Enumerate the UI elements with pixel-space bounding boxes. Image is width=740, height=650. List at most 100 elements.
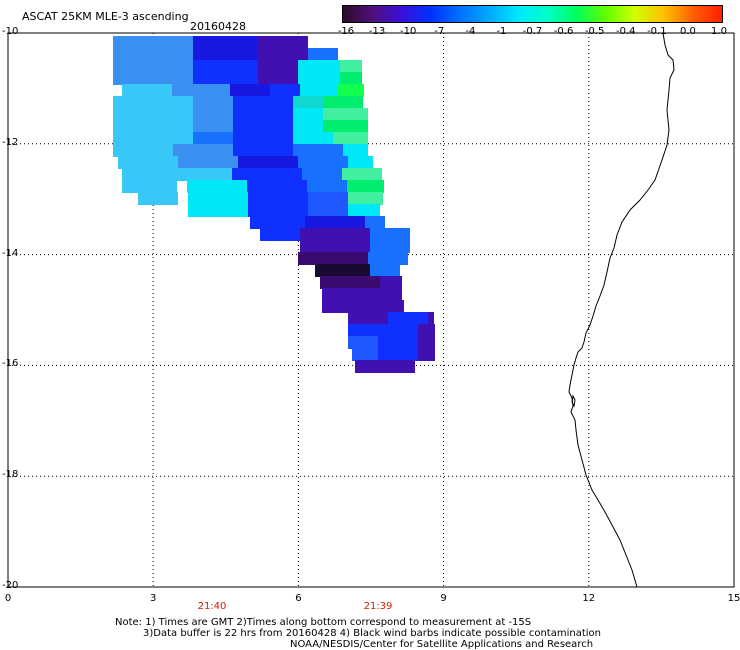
y-tick-label: -18 bbox=[2, 469, 19, 481]
wind-cell bbox=[193, 96, 233, 109]
wind-cell bbox=[250, 216, 305, 229]
wind-cell bbox=[172, 84, 230, 97]
wind-cell bbox=[193, 120, 233, 133]
wind-cell bbox=[302, 168, 342, 181]
wind-cell bbox=[138, 192, 178, 205]
wind-cell bbox=[370, 228, 410, 241]
wind-cell bbox=[293, 144, 343, 157]
wind-cell bbox=[300, 84, 338, 97]
wind-cell bbox=[378, 336, 418, 349]
wind-cell bbox=[348, 312, 388, 325]
wind-cell bbox=[113, 96, 193, 109]
wind-cell bbox=[193, 132, 233, 145]
wind-cell bbox=[307, 180, 347, 193]
colorbar-tick-label: -0.4 bbox=[615, 26, 636, 37]
wind-cell bbox=[113, 36, 193, 49]
wind-cell bbox=[298, 252, 368, 265]
wind-cell bbox=[258, 60, 298, 73]
wind-cell bbox=[113, 144, 173, 157]
wind-cell bbox=[308, 192, 348, 205]
wind-cell bbox=[298, 72, 340, 85]
wind-cell bbox=[293, 108, 323, 121]
wind-cell bbox=[370, 264, 400, 277]
wind-cell bbox=[248, 192, 308, 205]
wind-cell bbox=[233, 96, 293, 109]
wind-swath bbox=[113, 36, 435, 373]
wind-cell bbox=[233, 108, 293, 121]
wind-cell bbox=[368, 252, 408, 265]
wind-cell bbox=[355, 360, 415, 373]
wind-cell bbox=[348, 204, 380, 217]
wind-cell bbox=[113, 108, 193, 121]
colorbar-tick-label: -13 bbox=[368, 26, 386, 37]
wind-cell bbox=[380, 276, 402, 289]
time-label-2: 21:39 bbox=[363, 601, 393, 612]
wind-cell bbox=[300, 228, 370, 241]
wind-cell bbox=[323, 120, 368, 133]
wind-cell bbox=[230, 84, 270, 97]
wind-cell bbox=[270, 84, 300, 97]
x-tick-label: 3 bbox=[150, 593, 157, 604]
wind-cell bbox=[348, 192, 383, 205]
wind-cell bbox=[188, 204, 248, 217]
wind-cell bbox=[388, 312, 428, 325]
wind-cell bbox=[308, 204, 348, 217]
wind-cell bbox=[333, 132, 368, 145]
wind-cell bbox=[122, 168, 177, 181]
wind-cell bbox=[298, 156, 348, 169]
y-tick-label: -10 bbox=[2, 26, 19, 37]
wind-cell bbox=[428, 312, 434, 325]
note-line-2: 3)Data buffer is 22 hrs from 20160428 4)… bbox=[143, 628, 601, 639]
wind-cell bbox=[348, 156, 373, 169]
y-tick-label: -14 bbox=[2, 247, 19, 259]
x-tick-label: 9 bbox=[440, 593, 447, 604]
wind-cell bbox=[315, 264, 370, 277]
wind-cell bbox=[320, 276, 380, 289]
wind-cell bbox=[193, 108, 233, 121]
wind-cell bbox=[177, 168, 232, 181]
wind-cell bbox=[418, 324, 435, 337]
wind-cell bbox=[173, 144, 233, 157]
wind-cell bbox=[178, 156, 238, 169]
wind-cell bbox=[293, 132, 333, 145]
wind-cell bbox=[340, 60, 362, 73]
colorbar-tick-label: 0.0 bbox=[679, 26, 696, 37]
wind-cell bbox=[305, 216, 365, 229]
wind-cell bbox=[232, 168, 302, 181]
colorbar-tick-label: -0.1 bbox=[647, 26, 667, 37]
wind-cell bbox=[233, 120, 293, 133]
wind-cell bbox=[260, 228, 300, 241]
wind-cell bbox=[378, 324, 418, 337]
wind-cell bbox=[188, 192, 248, 205]
colorbar-tick-label: -0.7 bbox=[522, 26, 543, 37]
wind-cell bbox=[248, 204, 308, 217]
wind-cell bbox=[298, 60, 340, 73]
wind-cell bbox=[323, 108, 368, 121]
wind-cell bbox=[348, 336, 378, 349]
wind-cell bbox=[343, 144, 368, 157]
wind-cell bbox=[322, 300, 404, 313]
x-tick-label: 0 bbox=[4, 593, 12, 604]
x-tick-label: 15 bbox=[727, 593, 740, 604]
wind-cell bbox=[418, 336, 435, 349]
wind-cell bbox=[258, 36, 308, 49]
colorbar-tick-label: 1.0 bbox=[711, 26, 727, 37]
wind-cell bbox=[293, 120, 323, 133]
wind-cell bbox=[348, 324, 378, 337]
wind-cell bbox=[187, 180, 247, 193]
map-title: ASCAT 25KM MLE-3 ascending bbox=[22, 10, 189, 23]
wind-cell bbox=[308, 48, 338, 61]
y-tick-label: -16 bbox=[2, 358, 19, 370]
wind-cell bbox=[113, 120, 193, 133]
y-tick-label: -12 bbox=[2, 136, 19, 148]
colorbar-tick-label: -1 bbox=[496, 26, 507, 37]
x-tick-label: 12 bbox=[582, 593, 596, 604]
wind-cell bbox=[122, 84, 172, 97]
colorbar-tick-label: -0.5 bbox=[584, 26, 605, 37]
y-tick-label: -20 bbox=[2, 580, 19, 591]
wind-cell bbox=[338, 84, 364, 97]
wind-cell bbox=[322, 288, 402, 301]
wind-cell bbox=[233, 132, 293, 145]
wind-cell bbox=[342, 168, 382, 181]
